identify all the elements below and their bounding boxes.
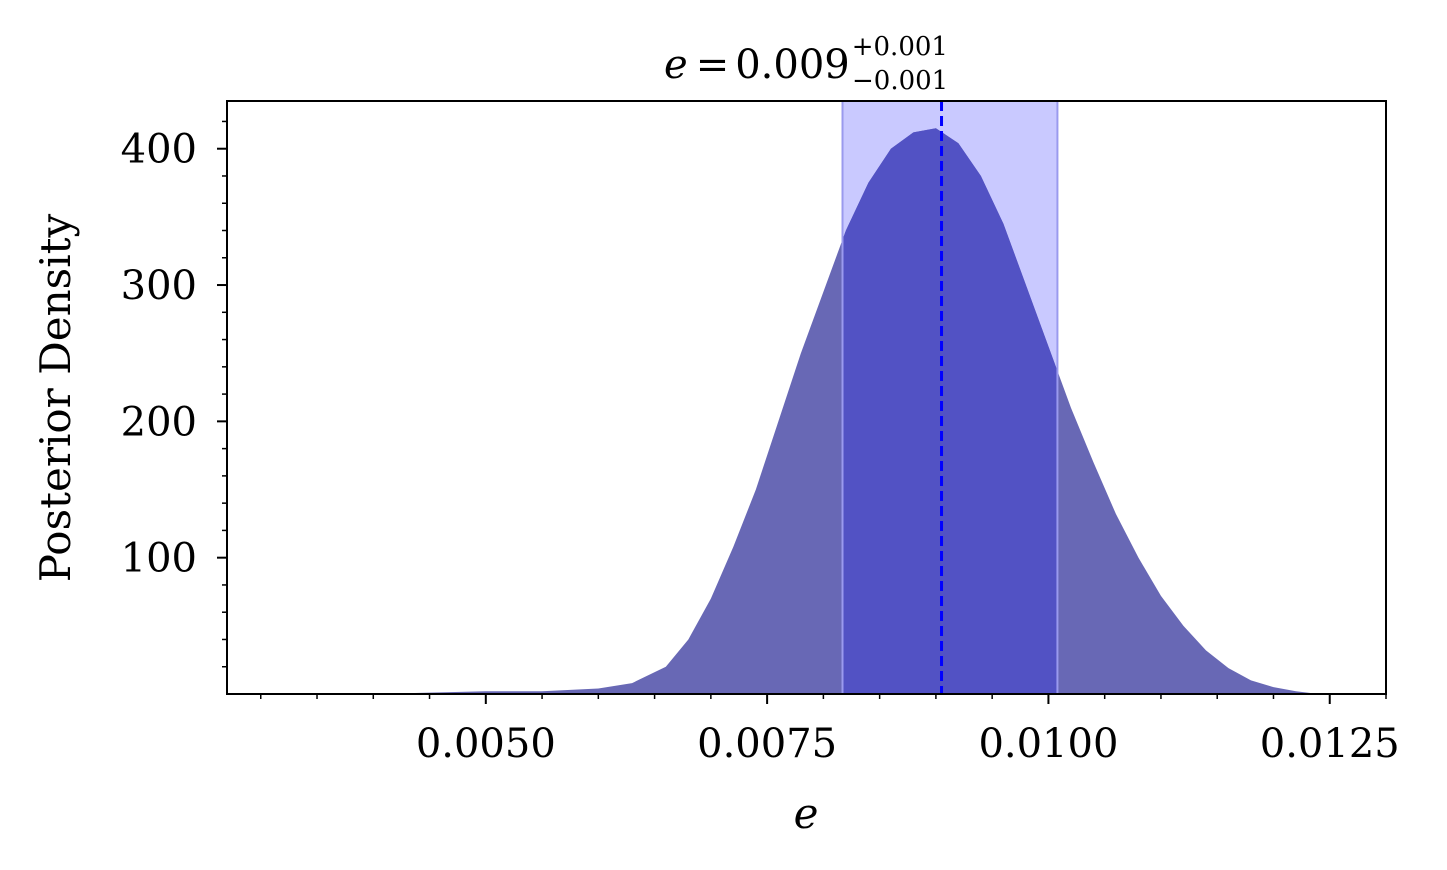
- chart-title: e = 0.009+0.001: [664, 32, 948, 88]
- chart-title-lower-error: −0.001: [852, 66, 948, 96]
- x-axis-label: e: [794, 789, 819, 838]
- x-tick-label: 0.0075: [697, 721, 837, 767]
- y-tick-label: 100: [121, 536, 197, 582]
- y-axis-label: Posterior Density: [31, 213, 80, 582]
- axes-frame: [226, 100, 1387, 695]
- plot-area: [373, 101, 1319, 694]
- x-tick-label: 0.0100: [978, 721, 1118, 767]
- y-tick-label: 300: [121, 263, 197, 309]
- axes: 0.0050 0.0075 0.0100 0.0125 100 200 300 400: [121, 100, 1400, 767]
- x-tick-label: 0.0050: [416, 721, 556, 767]
- x-tick-label: 0.0125: [1260, 721, 1400, 767]
- posterior-area-in-interval: [842, 128, 1058, 694]
- y-tick-label: 200: [121, 399, 197, 445]
- y-tick-label: 400: [121, 127, 197, 173]
